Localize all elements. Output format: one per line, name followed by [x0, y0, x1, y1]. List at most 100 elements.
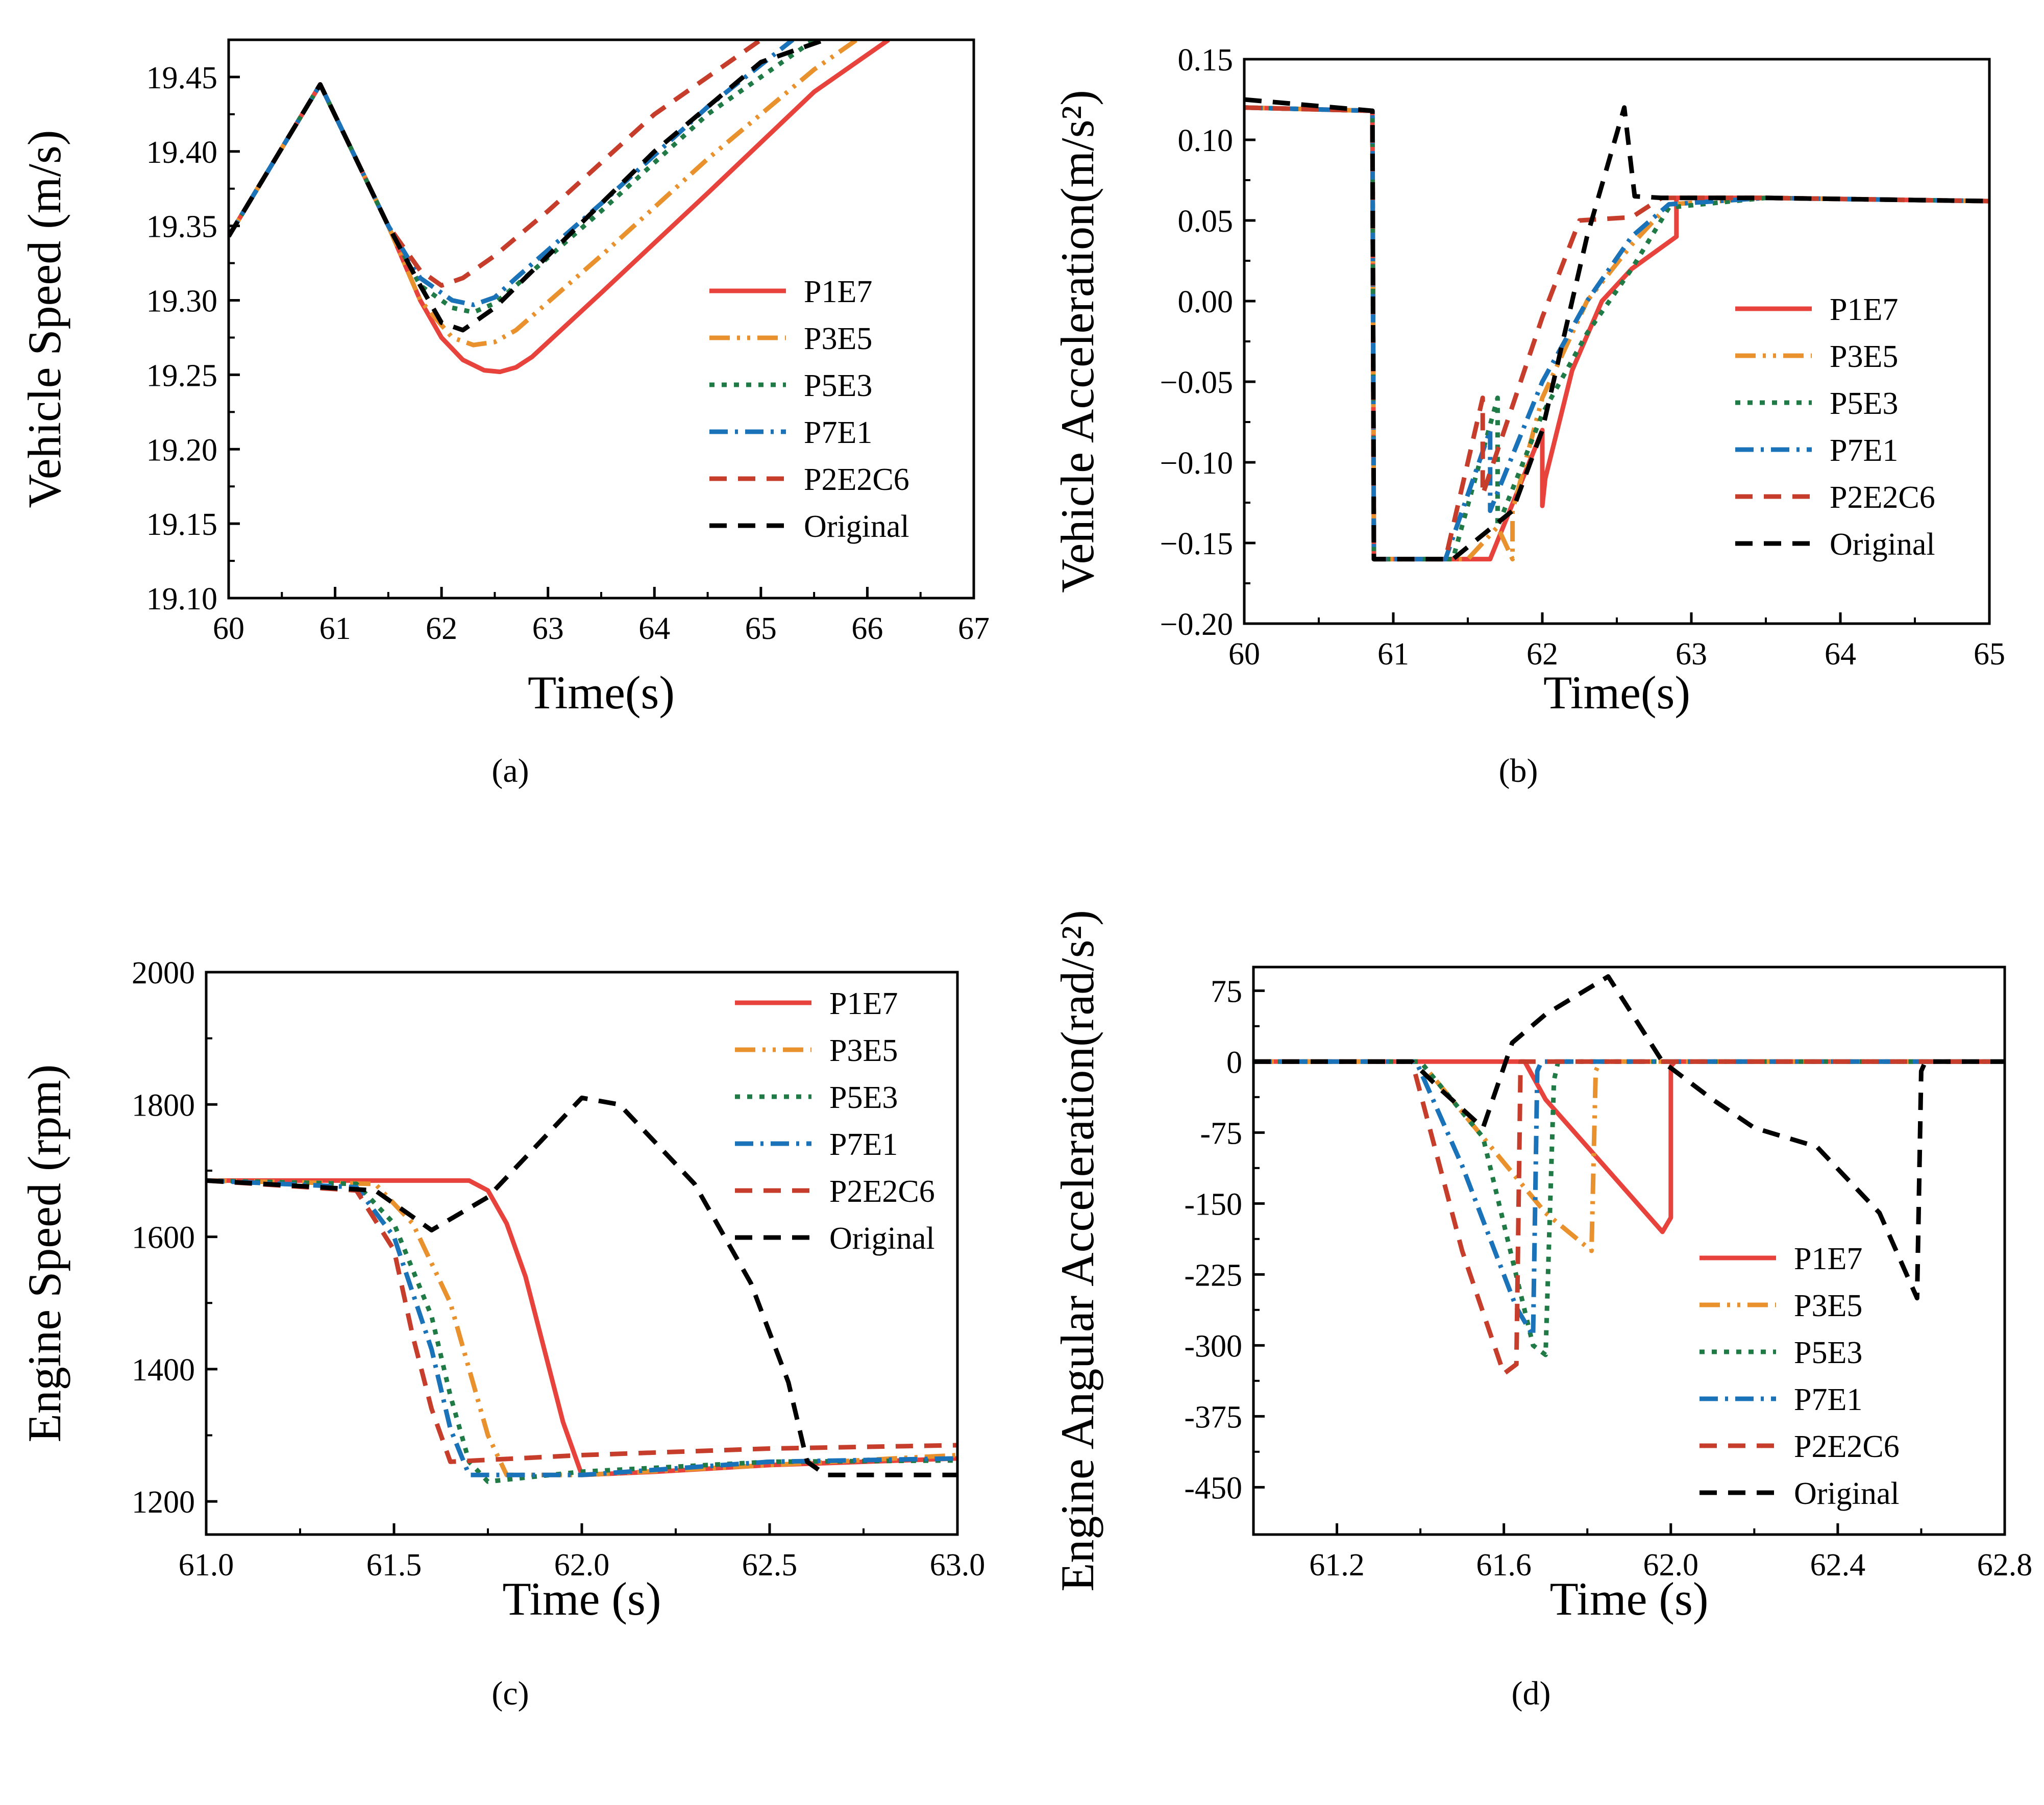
panel-caption: (b) — [1499, 752, 1538, 789]
x-tick-label: 61.6 — [1476, 1548, 1532, 1583]
x-tick-label: 66 — [851, 611, 883, 646]
y-axis-label: Vehicle Speed (m/s) — [18, 130, 70, 508]
legend-label: P5E3 — [804, 368, 872, 403]
panel-caption: (c) — [491, 1675, 529, 1712]
legend-label: Original — [1830, 527, 1935, 562]
chart-panel-2: 60 61 62 63 64 65 −0.20 −0.15 −0.10 −0.05 0.00 0.05… — [1051, 43, 2005, 789]
legend-label: Original — [1794, 1476, 1900, 1511]
x-tick-label: 65 — [745, 611, 777, 646]
series-line-p7e1 — [229, 40, 795, 307]
series-line-original — [206, 1095, 957, 1477]
x-tick-label: 63 — [532, 611, 564, 646]
legend-label: P2E2C6 — [804, 462, 909, 497]
y-tick-label: 2000 — [132, 956, 195, 991]
x-tick-label: 64 — [638, 611, 670, 646]
series-group — [1253, 974, 2005, 1376]
x-tick-label: 62.8 — [1977, 1548, 2033, 1583]
x-tick-label: 61 — [319, 611, 351, 646]
legend-label: P3E5 — [1794, 1289, 1862, 1323]
legend-label: P5E3 — [829, 1080, 898, 1115]
series-line-p5e3 — [229, 40, 816, 315]
x-tick-label: 61 — [1377, 637, 1409, 672]
legend-label: P2E2C6 — [1794, 1429, 1900, 1464]
legend-label: P7E1 — [1830, 433, 1898, 468]
series-line-p2e2c6 — [229, 40, 762, 288]
series-line-p5e3 — [206, 1178, 957, 1484]
y-tick-label: 0.15 — [1178, 43, 1234, 78]
legend-label: Original — [829, 1221, 935, 1256]
series-line-p1e7 — [1253, 1059, 2005, 1234]
x-tick-label: 63 — [1676, 637, 1707, 672]
plot-frame — [1252, 966, 2006, 1536]
x-tick-label: 64 — [1825, 637, 1856, 672]
x-tick-label: 62.5 — [742, 1548, 798, 1583]
series-line-p7e1 — [1253, 1059, 2005, 1339]
series-line-p3e5 — [1253, 1059, 2005, 1253]
y-tick-label: −0.10 — [1160, 446, 1233, 481]
legend: P1E7 P3E5 P5E3 P7E1 P2E2C6 Original — [1735, 292, 1935, 562]
chart-panel-4: 61.2 61.6 62.0 62.4 62.8 -450 -375 -300 -225 -150… — [1051, 910, 2032, 1712]
x-tick-label: 62 — [426, 611, 457, 646]
y-tick-label: 19.20 — [146, 433, 218, 467]
series-line-p2e2c6 — [1253, 1059, 2005, 1376]
series-line-p7e1 — [206, 1178, 957, 1477]
y-axis-label: Engine Speed (rpm) — [18, 1065, 70, 1443]
y-axis-label: Engine Angular Acceleration(rad/s²) — [1051, 910, 1103, 1592]
y-tick-label: 1400 — [132, 1353, 195, 1388]
y-tick-label: −0.15 — [1160, 527, 1233, 561]
legend-label: P7E1 — [1794, 1382, 1862, 1417]
series-line-original — [1253, 974, 2005, 1301]
y-tick-label: 1800 — [132, 1088, 195, 1123]
legend-label: P3E5 — [829, 1033, 898, 1068]
legend-label: P7E1 — [829, 1127, 898, 1162]
y-tick-label: 19.25 — [146, 358, 218, 393]
x-axis-label: Time (s) — [1550, 1573, 1709, 1625]
y-tick-label: -375 — [1184, 1400, 1242, 1435]
legend-label: P1E7 — [804, 275, 872, 309]
x-tick-label: 67 — [958, 611, 990, 646]
x-tick-label: 61.0 — [179, 1548, 234, 1583]
x-tick-label: 63.0 — [930, 1548, 986, 1583]
series-line-original — [229, 40, 826, 333]
y-tick-label: -300 — [1184, 1329, 1242, 1364]
x-tick-label: 65 — [1974, 637, 2005, 672]
x-tick-label: 62.4 — [1810, 1548, 1866, 1583]
x-axis-label: Time(s) — [1543, 666, 1690, 719]
x-tick-label: 61.2 — [1309, 1548, 1365, 1583]
y-tick-label: 0 — [1226, 1045, 1242, 1080]
legend: P1E7 P3E5 P5E3 P7E1 P2E2C6 Original — [709, 275, 909, 544]
series-group — [1244, 97, 1989, 562]
y-tick-label: 19.35 — [146, 210, 218, 244]
series-line-p2e2c6 — [206, 1178, 957, 1464]
x-tick-label: 62.0 — [1643, 1548, 1699, 1583]
legend-label: P1E7 — [829, 986, 898, 1021]
legend: P1E7 P3E5 P5E3 P7E1 P2E2C6 Original — [735, 986, 935, 1256]
x-tick-label: 60 — [213, 611, 244, 646]
y-tick-label: -75 — [1200, 1116, 1242, 1151]
x-axis-label: Time(s) — [528, 666, 675, 719]
panel-caption: (d) — [1512, 1675, 1551, 1712]
legend-label: P7E1 — [804, 415, 872, 450]
y-tick-label: 0.00 — [1178, 285, 1234, 319]
legend-label: P5E3 — [1794, 1336, 1862, 1370]
y-tick-label: 1200 — [132, 1485, 195, 1520]
x-tick-label: 62.0 — [554, 1548, 610, 1583]
series-group — [206, 1095, 957, 1484]
y-tick-label: 75 — [1211, 974, 1242, 1009]
y-tick-label: -225 — [1184, 1258, 1242, 1293]
legend-label: P1E7 — [1830, 292, 1898, 327]
y-tick-label: 1600 — [132, 1221, 195, 1255]
y-tick-label: 19.45 — [146, 61, 218, 95]
x-tick-label: 62 — [1526, 637, 1558, 672]
series-line-original — [1244, 97, 1989, 562]
legend-label: P5E3 — [1830, 386, 1898, 421]
chart-panel-1: 60 61 62 63 64 65 66 67 19.10 19.15 19.20 19.25 19.3… — [18, 38, 990, 789]
y-tick-label: -150 — [1184, 1187, 1242, 1222]
y-tick-label: -450 — [1184, 1471, 1242, 1505]
x-tick-label: 61.5 — [366, 1548, 422, 1583]
y-tick-label: 0.05 — [1178, 204, 1234, 239]
y-tick-label: 19.30 — [146, 284, 218, 319]
y-tick-label: −0.05 — [1160, 365, 1233, 400]
